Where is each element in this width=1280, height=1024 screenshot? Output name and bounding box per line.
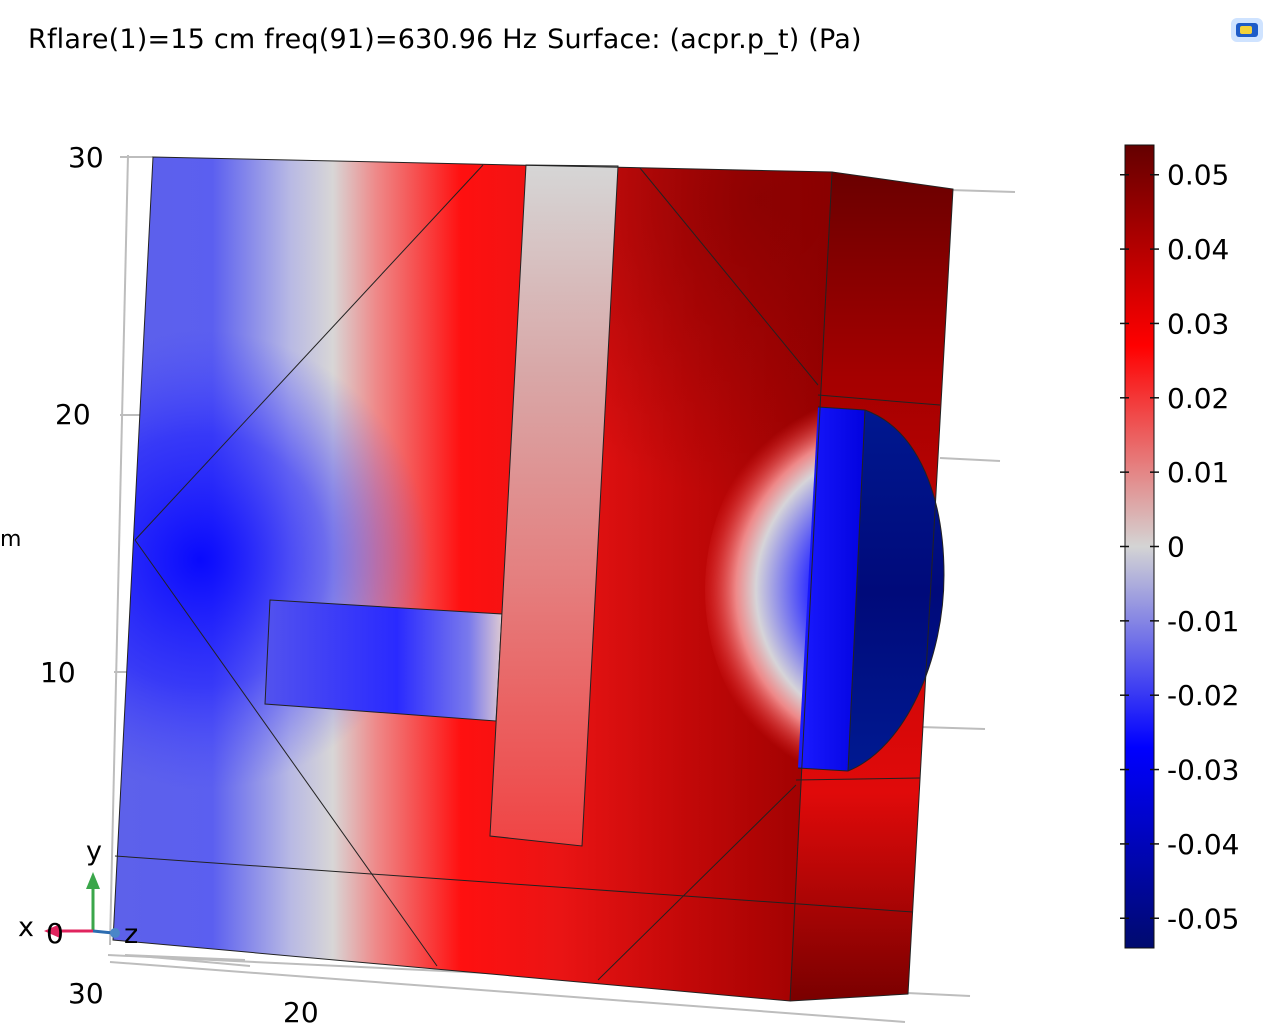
triad-x-label: x <box>18 912 34 943</box>
y-tick-20: 20 <box>55 398 91 431</box>
title-parameters: Rflare(1)=15 cm freq(91)=630.96 Hz <box>28 24 538 55</box>
y-tick-30: 30 <box>68 141 104 174</box>
title-surface-expression: Surface: (acpr.p_t) (Pa) <box>547 24 862 55</box>
axis-unit-fragment: m <box>0 527 21 552</box>
coordinate-triad: y x z 0 <box>18 836 138 950</box>
triad-z-label: z <box>124 919 138 950</box>
colorbar-tick-label: 0 <box>1167 531 1185 564</box>
colorbar-tick-label: -0.01 <box>1167 605 1239 638</box>
cylinder-side[interactable] <box>798 407 865 771</box>
colorbar-tick-label: 0.04 <box>1167 233 1229 266</box>
plot-title: Rflare(1)=15 cm freq(91)=630.96 Hz Surfac… <box>28 24 862 55</box>
y-tick-10: 10 <box>40 656 76 689</box>
origin-label: 0 <box>46 917 64 950</box>
colorbar-tick-label: -0.03 <box>1167 754 1239 787</box>
colorbar-tick-label: 0.05 <box>1167 159 1229 192</box>
comsol-logo-icon[interactable] <box>1228 14 1268 46</box>
colorbar <box>1124 144 1155 949</box>
edge-lines <box>112 156 954 1002</box>
colorbar-tick-label: 0.01 <box>1167 456 1229 489</box>
colorbar-tick-label: -0.02 <box>1167 679 1239 712</box>
z-tick-20: 20 <box>283 996 319 1024</box>
colorbar-tick-label: -0.05 <box>1167 902 1239 935</box>
vertical-post[interactable] <box>489 164 619 847</box>
colorbar-tick-label: -0.04 <box>1167 828 1239 861</box>
colorbar-tick-label: 0.03 <box>1167 307 1229 340</box>
horizontal-bar[interactable] <box>264 599 503 722</box>
cylinder-face[interactable] <box>848 410 944 771</box>
triad-y-label: y <box>86 836 102 867</box>
colorbar-ticks: 0.05 0.04 0.03 0.02 0.01 0 -0.01 -0.02 -0.03 -0.0… <box>1120 159 1239 935</box>
colorbar-tick-label: 0.02 <box>1167 382 1229 415</box>
color-legend[interactable]: 0.05 0.04 0.03 0.02 0.01 0 -0.01 -0.02 -0.03 -0.0… <box>1120 144 1239 949</box>
z-tick-30: 30 <box>68 977 104 1010</box>
acoustic-domain[interactable] <box>100 150 1105 1002</box>
